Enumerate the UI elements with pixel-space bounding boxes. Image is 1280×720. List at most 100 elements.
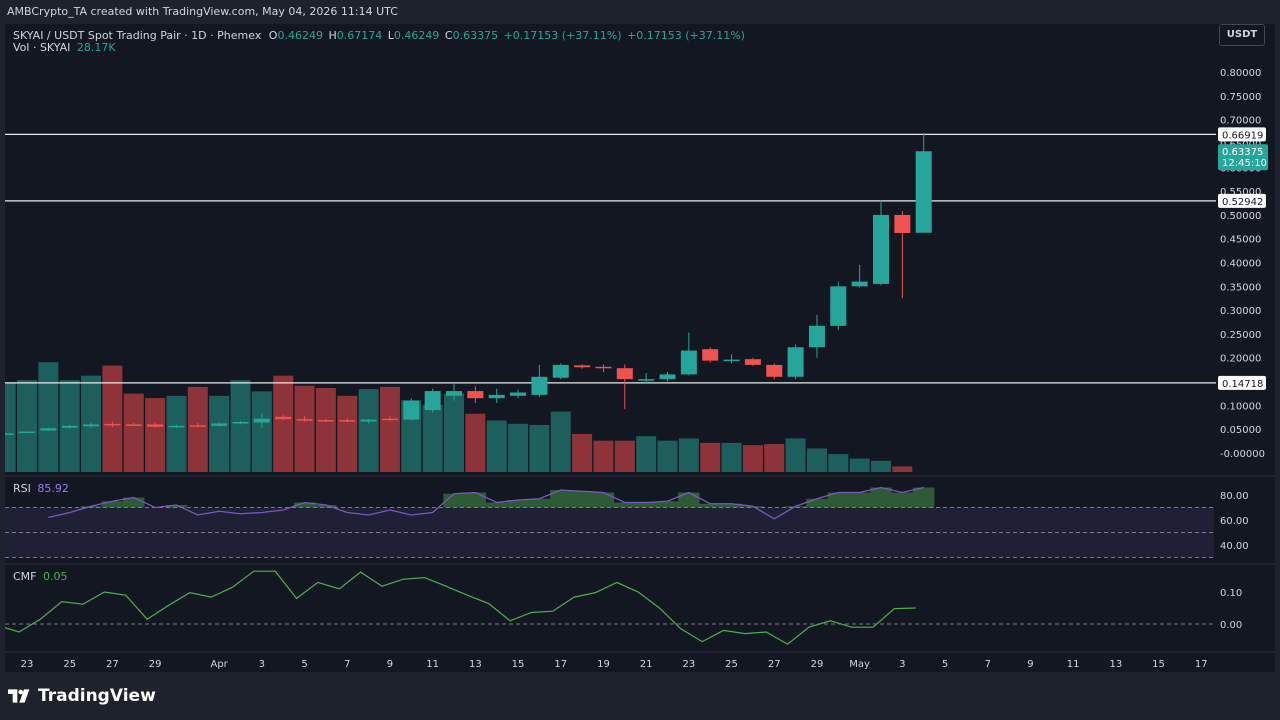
candle[interactable] (253, 418, 270, 423)
time-tick-label: 5 (942, 659, 948, 670)
footer: TradingView (0, 672, 1280, 720)
attribution-text: AMBCrypto_TA created with TradingView.co… (7, 5, 398, 18)
candle[interactable] (339, 420, 356, 422)
candle[interactable] (61, 425, 78, 428)
chart-canvas[interactable]: 0.800000.750000.700000.650000.600000.550… (5, 24, 1275, 672)
candle[interactable] (723, 359, 740, 362)
volume-value: 28.17K (76, 41, 116, 54)
low-label: L (387, 29, 394, 42)
candle[interactable] (104, 423, 121, 426)
candle[interactable] (510, 392, 527, 396)
candle[interactable] (616, 368, 633, 380)
cmf-label[interactable]: CMF (13, 570, 37, 583)
candle[interactable] (830, 286, 847, 326)
volume-bar (5, 382, 16, 472)
volume-bar (123, 393, 144, 472)
price-tick-label: 0.80000 (1220, 68, 1261, 79)
candle[interactable] (894, 214, 911, 234)
candle[interactable] (808, 325, 825, 348)
candle[interactable] (424, 391, 441, 411)
candle[interactable] (317, 420, 334, 422)
volume-bar (444, 393, 464, 472)
price-tick-label: 0.70000 (1220, 116, 1261, 127)
rsi-line[interactable] (48, 486, 924, 520)
tradingview-logo[interactable]: TradingView (8, 686, 156, 706)
time-tick-label: 7 (985, 659, 991, 670)
candle[interactable] (168, 425, 185, 428)
time-tick-label: 9 (1027, 659, 1033, 670)
volume-label[interactable]: Vol · SKYAI (13, 41, 71, 54)
price-tick-label: 0.10000 (1220, 401, 1261, 412)
volume-bar (764, 444, 785, 472)
candle[interactable] (659, 374, 676, 380)
time-tick-label: 27 (106, 659, 119, 670)
last-price-box (1218, 144, 1268, 171)
candle[interactable] (851, 281, 868, 287)
candle[interactable] (40, 428, 57, 431)
rsi-label[interactable]: RSI (13, 482, 31, 495)
cmf-value: 0.05 (43, 570, 68, 583)
candle[interactable] (873, 214, 889, 284)
candle[interactable] (125, 424, 142, 426)
price-tick-label: 0.25000 (1220, 330, 1261, 341)
time-tick-label: 15 (1152, 659, 1165, 670)
candle[interactable] (5, 433, 14, 435)
rsi-overbought-fill (80, 487, 935, 508)
candle[interactable] (275, 416, 292, 420)
candle[interactable] (744, 359, 761, 365)
chart-area[interactable]: 0.800000.750000.700000.650000.600000.550… (5, 24, 1275, 672)
candle[interactable] (189, 425, 206, 427)
candle[interactable] (403, 400, 420, 420)
cmf-line[interactable] (5, 570, 916, 645)
candle[interactable] (552, 364, 569, 378)
time-tick-label: 19 (597, 659, 610, 670)
candle[interactable] (488, 394, 505, 399)
candle[interactable] (787, 347, 804, 377)
candle[interactable] (574, 365, 591, 368)
volume-bar (871, 460, 891, 472)
candle[interactable] (296, 419, 313, 421)
close-label: C (444, 29, 453, 42)
candle[interactable] (360, 419, 377, 422)
time-tick-label: 15 (512, 659, 525, 670)
volume-bar (806, 448, 827, 472)
candle[interactable] (446, 391, 462, 396)
candle[interactable] (595, 366, 612, 369)
volume-bar (614, 440, 635, 472)
candle[interactable] (702, 349, 719, 361)
ohlc-legend: SKYAI / USDT Spot Trading Pair · 1D · Ph… (13, 29, 745, 42)
candle[interactable] (467, 391, 484, 399)
currency-button[interactable]: USDT (1219, 24, 1265, 46)
open-value: 0.46249 (277, 29, 323, 42)
candle[interactable] (915, 151, 932, 233)
high-value: 0.67174 (336, 29, 383, 42)
time-tick-label: 11 (1067, 659, 1080, 670)
volume-bar (38, 362, 59, 472)
candle[interactable] (83, 424, 100, 427)
symbol-title[interactable]: SKYAI / USDT Spot Trading Pair · 1D · Ph… (13, 29, 262, 42)
high-label: H (328, 29, 337, 42)
last-price-label: 0.63375 (1222, 147, 1263, 158)
candle[interactable] (638, 379, 655, 381)
candle[interactable] (381, 418, 398, 421)
candle[interactable] (147, 424, 164, 427)
attribution-bar: AMBCrypto_TA created with TradingView.co… (0, 0, 1280, 24)
candle[interactable] (680, 350, 697, 375)
volume-bar (572, 433, 593, 472)
volume-bar (315, 388, 336, 472)
time-tick-label: 25 (725, 659, 738, 670)
price-tick-label: -0.00000 (1220, 449, 1265, 460)
volume-bar (742, 445, 763, 472)
candle[interactable] (211, 423, 228, 426)
candle[interactable] (766, 364, 783, 377)
volume-bar (849, 458, 870, 472)
candle[interactable] (232, 422, 249, 424)
volume-bar (550, 411, 571, 472)
volume-bar (636, 436, 657, 472)
candle[interactable] (531, 376, 548, 395)
time-tick-label: 3 (259, 659, 265, 670)
volume-bar (593, 440, 614, 472)
candle[interactable] (19, 431, 35, 434)
low-value: 0.46249 (393, 29, 440, 42)
volume-legend: Vol · SKYAI 28.17K (13, 41, 116, 54)
